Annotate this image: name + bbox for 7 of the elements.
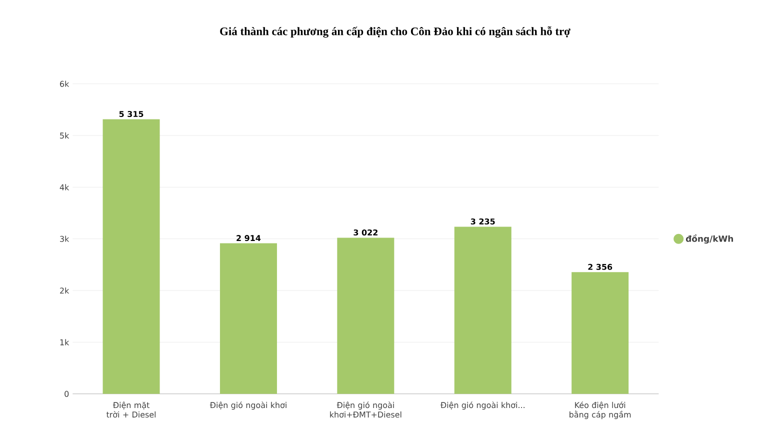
chart-title: Giá thành các phương án cấp điện cho Côn Đảo khi có ngân sách hỗ trợ <box>220 26 570 38</box>
bar <box>337 238 394 394</box>
bar <box>220 243 277 394</box>
legend-label: đồng/kWh <box>686 234 733 244</box>
bar <box>102 119 160 394</box>
bar <box>572 272 629 394</box>
bar <box>454 226 512 394</box>
